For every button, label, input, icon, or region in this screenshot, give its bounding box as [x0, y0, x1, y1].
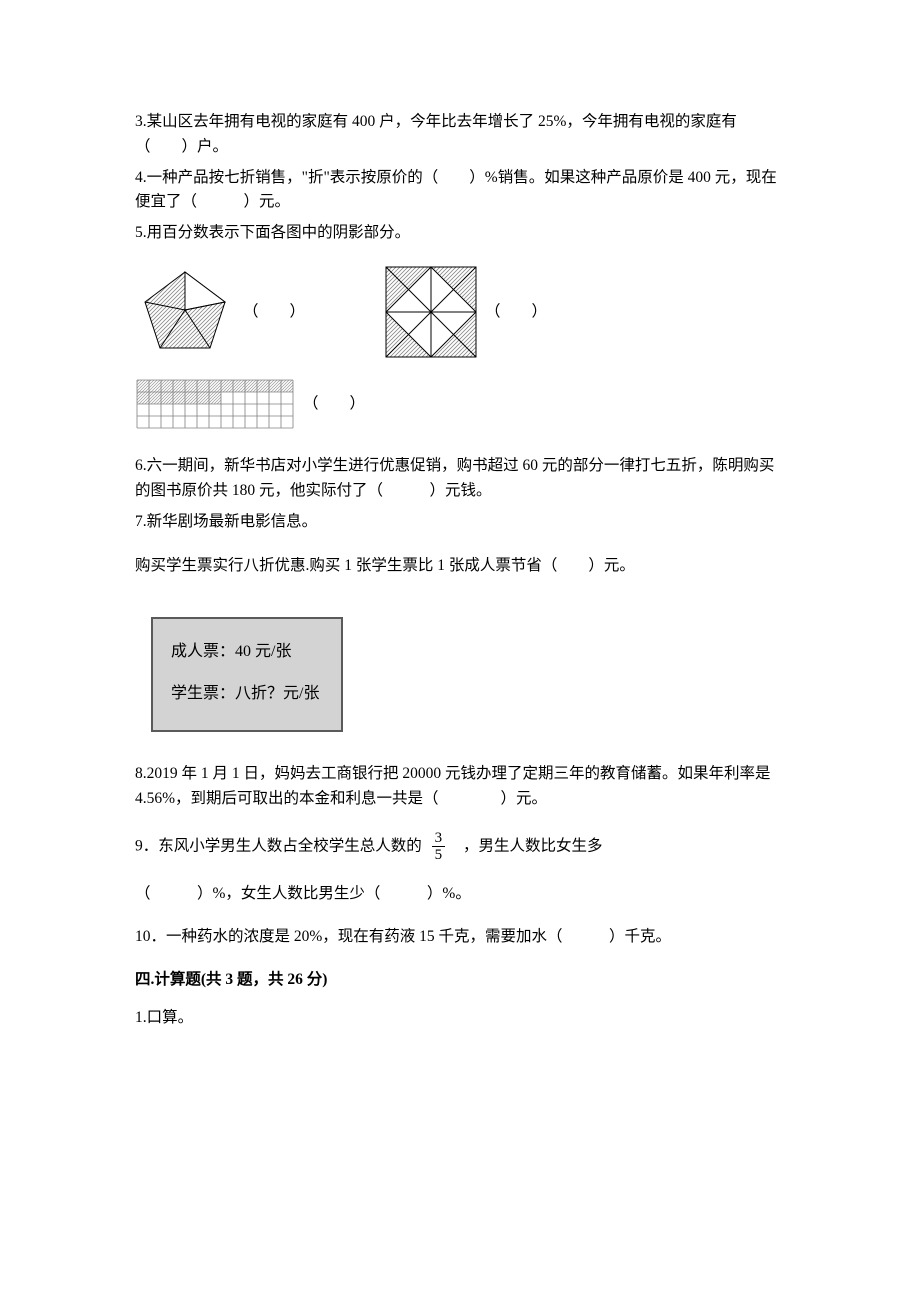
- fraction-3-5: 3 5: [432, 830, 446, 864]
- q9-part-b: ，男生人数比女生多: [463, 838, 603, 855]
- square-figure-wrap: （ ）: [385, 266, 547, 358]
- question-4: 4.一种产品按七折销售，"折"表示按原价的（ ）%销售。如果这种产品原价是 40…: [135, 166, 785, 216]
- q9-part-a: 9．东风小学男生人数占全校学生总人数的: [135, 838, 422, 855]
- question-8: 8.2019 年 1 月 1 日，妈妈去工商银行把 20000 元钱办理了定期三…: [135, 762, 785, 812]
- grid-blank: （ ）: [303, 392, 365, 417]
- pentagon-figure: [135, 266, 235, 358]
- pentagon-figure-wrap: （ ）: [135, 266, 305, 358]
- section-4-heading: 四.计算题(共 3 题，共 26 分): [135, 968, 785, 993]
- question-6: 6.六一期间，新华书店对小学生进行优惠促销，购书超过 60 元的部分一律打七五折…: [135, 454, 785, 504]
- square-figure: [385, 266, 477, 358]
- fraction-numerator: 3: [432, 830, 446, 848]
- ticket-price-box: 成人票：40 元/张 学生票：八折？元/张: [151, 617, 343, 732]
- square-blank: （ ）: [485, 300, 547, 325]
- figure-row-1: （ ） （ ）: [135, 266, 785, 358]
- fraction-denominator: 5: [432, 847, 446, 864]
- pentagon-blank: （ ）: [243, 300, 305, 325]
- question-9-line2: （ ）%，女生人数比男生少（ ）%。: [135, 882, 785, 907]
- question-7: 7.新华剧场最新电影信息。: [135, 510, 785, 535]
- question-10: 10．一种药水的浓度是 20%，现在有药液 15 千克，需要加水（ ）千克。: [135, 925, 785, 950]
- question-9-line1: 9．东风小学男生人数占全校学生总人数的 3 5 ，男生人数比女生多: [135, 830, 785, 864]
- question-3: 3.某山区去年拥有电视的家庭有 400 户，今年比去年增长了 25%，今年拥有电…: [135, 110, 785, 160]
- ticket-adult: 成人票：40 元/张: [171, 639, 319, 665]
- section-4-q1: 1.口算。: [135, 1006, 785, 1031]
- ticket-student: 学生票：八折？元/张: [171, 681, 319, 707]
- grid-figure: [135, 378, 295, 430]
- question-5-prompt: 5.用百分数表示下面各图中的阴影部分。: [135, 221, 785, 246]
- question-7-sub: 购买学生票实行八折优惠.购买 1 张学生票比 1 张成人票节省（ ）元。: [135, 554, 785, 579]
- grid-figure-wrap: （ ）: [135, 378, 785, 430]
